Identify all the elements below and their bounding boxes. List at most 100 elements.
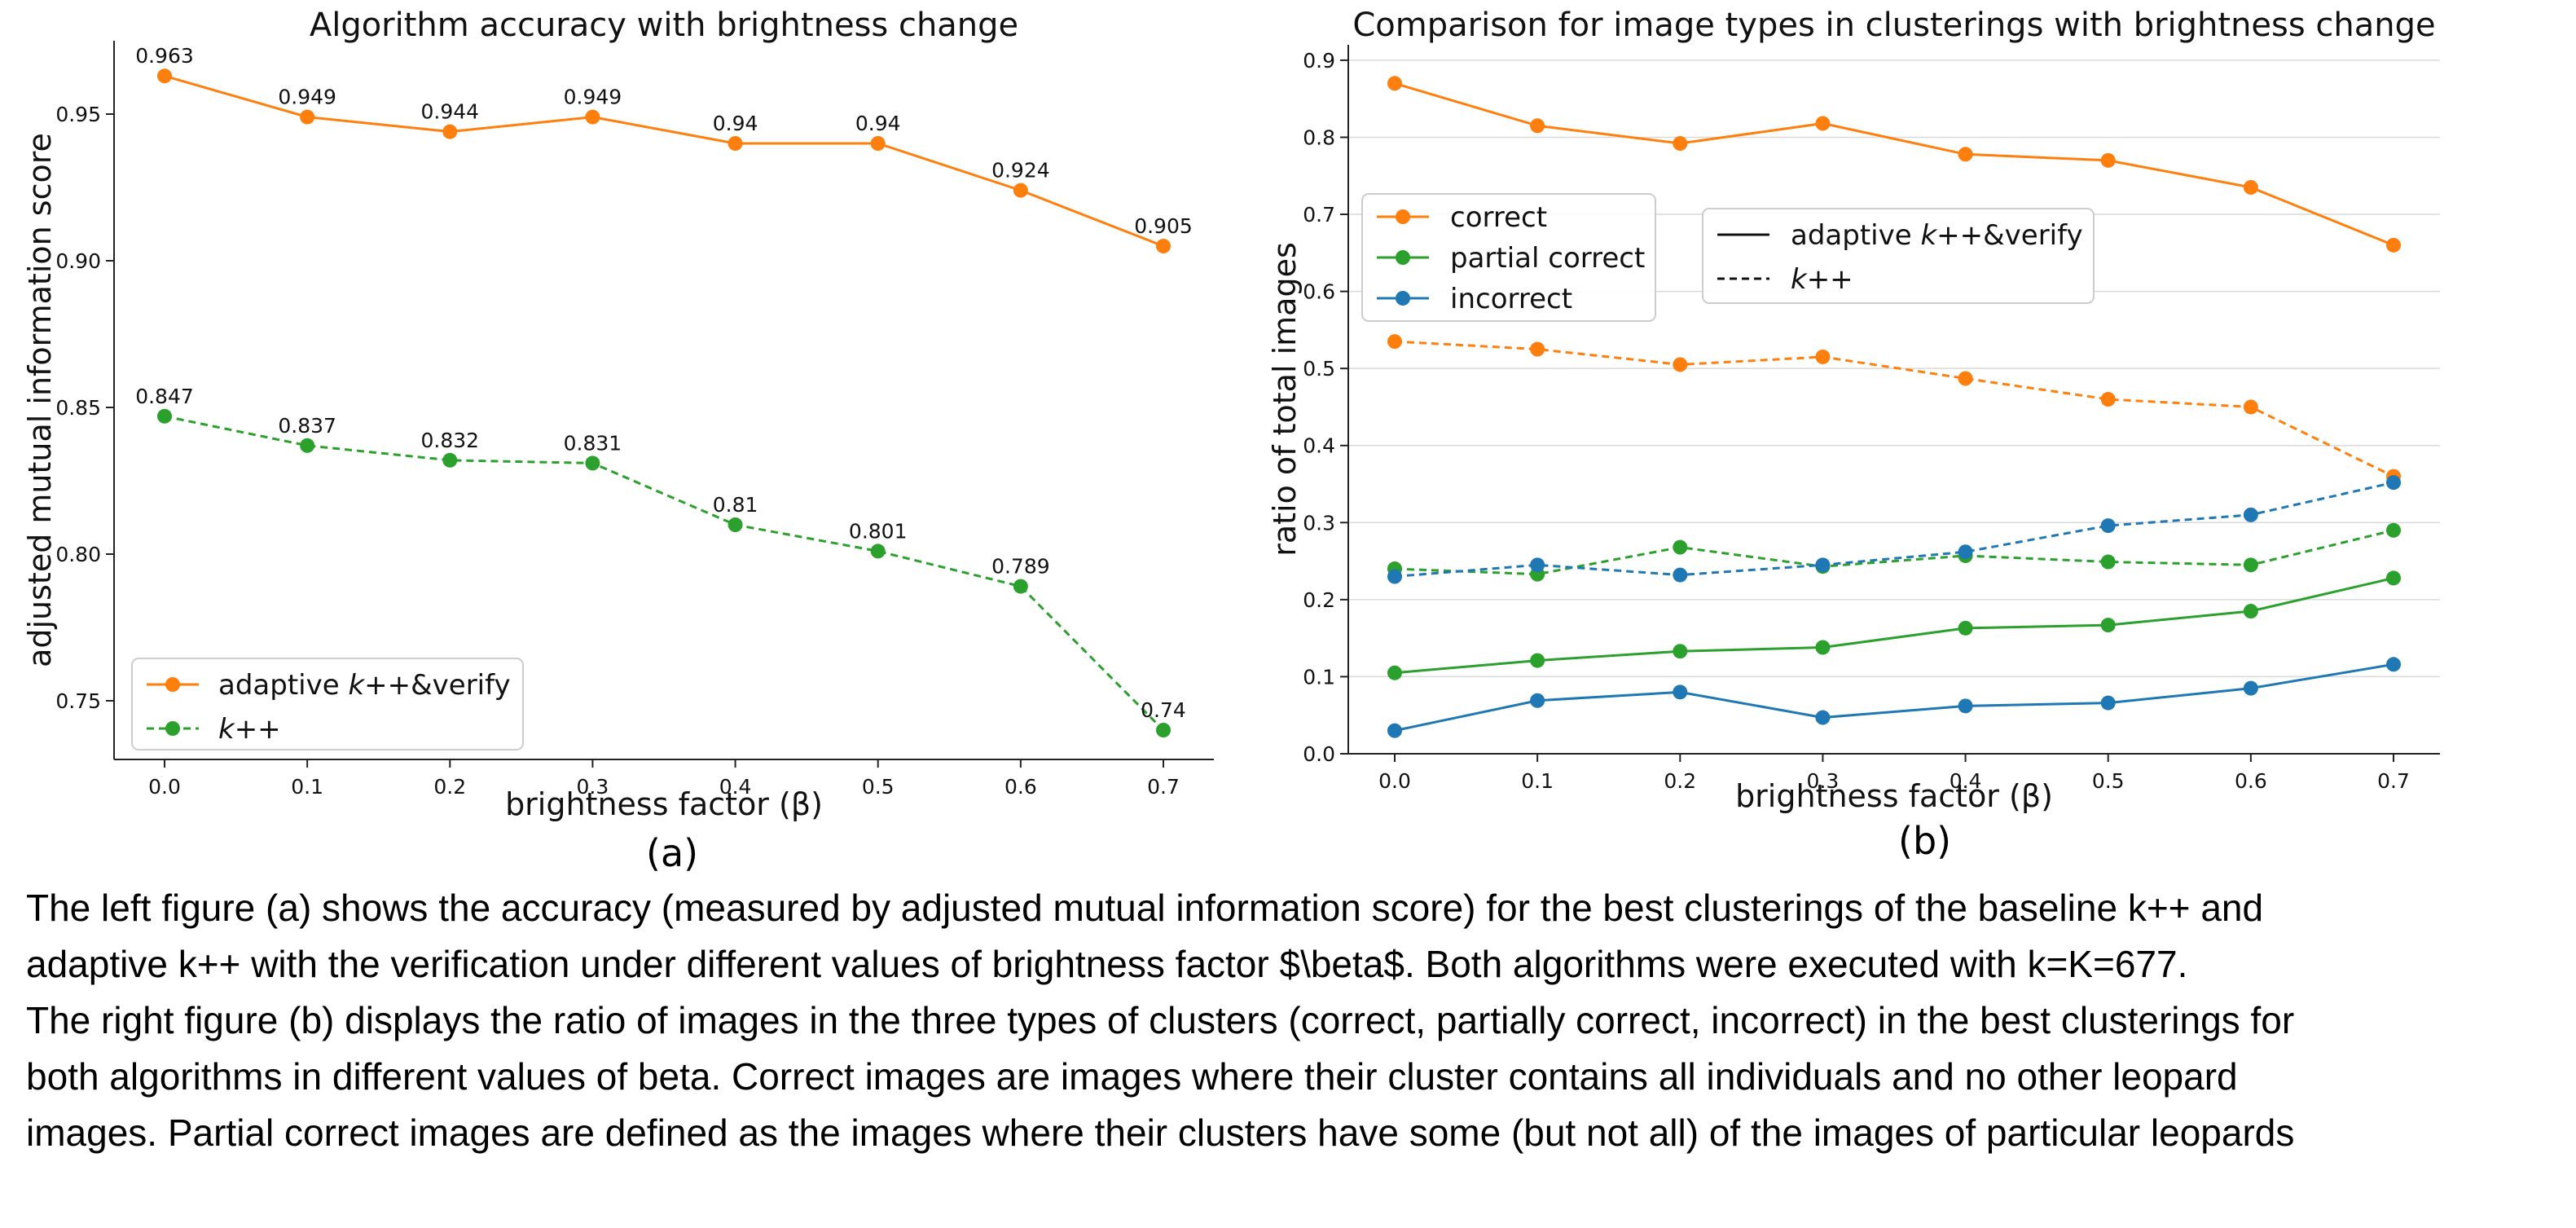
data-label: 0.949	[564, 86, 622, 109]
x-tick-label: 0.5	[862, 775, 895, 799]
legend-label: correct	[1450, 201, 1547, 234]
figure: 0.75 0.80 0.85 0.90 0.95 0.0 0.1 0.2 0.3 0.4 0.5 0.…	[22, 7, 2440, 875]
y-axis-label: adjusted mutual information score	[22, 133, 58, 667]
series-line	[1394, 662, 2394, 733]
data-point	[1530, 118, 1545, 134]
y-tick-label: 0.0	[1303, 742, 1335, 766]
data-point	[1815, 710, 1831, 725]
data-point	[1815, 349, 1831, 364]
data-point	[1530, 557, 1545, 573]
data-point	[1815, 116, 1831, 131]
data-point	[728, 136, 743, 151]
data-point	[2386, 657, 2401, 672]
y-tick-label: 0.2	[1303, 588, 1335, 612]
y-tick-label: 0.80	[55, 543, 101, 566]
x-tick-label: 0.7	[2377, 769, 2410, 793]
data-point	[585, 109, 600, 125]
data-point	[1673, 539, 1688, 555]
data-point	[2386, 522, 2401, 538]
legend-marker	[1396, 291, 1410, 306]
data-point	[2243, 604, 2258, 619]
left-subfigure-caption: (a)	[646, 831, 699, 875]
data-label: 0.74	[1141, 698, 1186, 722]
data-point	[1387, 723, 1402, 738]
legend-label: k++	[218, 713, 281, 746]
data-point	[1958, 147, 1973, 162]
y-axis-label: ratio of total images	[1267, 242, 1303, 557]
data-point	[1673, 567, 1688, 583]
data-point	[2386, 475, 2401, 491]
y-tick-label: 0.8	[1303, 125, 1335, 149]
x-tick-label: 0.4	[1950, 769, 1982, 793]
data-label: 0.831	[564, 431, 622, 455]
data-point	[1958, 698, 1973, 714]
legend-marker	[1396, 250, 1410, 265]
legend-marker	[165, 677, 180, 692]
y-tick-label: 0.90	[55, 249, 101, 273]
x-tick-label: 0.2	[433, 775, 466, 799]
data-point	[1673, 644, 1688, 659]
data-point	[728, 517, 743, 532]
data-point	[870, 544, 886, 559]
legend-marker	[165, 721, 180, 736]
data-point	[870, 136, 886, 151]
charts-canvas: 0.75 0.80 0.85 0.90 0.95 0.0 0.1 0.2 0.3 0.4 0.5 0.…	[22, 7, 2440, 822]
data-point	[1156, 239, 1171, 253]
x-tick-label: 0.6	[2235, 769, 2267, 793]
data-point	[2243, 680, 2258, 696]
series-line	[1394, 481, 2394, 578]
data-point	[1673, 684, 1688, 700]
x-tick-label: 0.6	[1004, 775, 1037, 799]
data-point	[2100, 152, 2116, 168]
data-point	[2100, 518, 2116, 534]
data-point	[1387, 76, 1402, 91]
data-label: 0.924	[991, 159, 1050, 183]
data-point	[442, 124, 458, 139]
y-tick-label: 0.9	[1303, 49, 1335, 73]
caption-line: both algorithms in different values of b…	[26, 1055, 2238, 1098]
y-tick-label: 0.95	[55, 103, 101, 126]
data-point	[2243, 557, 2258, 573]
data-point	[1156, 723, 1171, 737]
data-label: 0.949	[278, 86, 336, 109]
data-point	[1673, 357, 1688, 372]
data-label: 0.944	[420, 100, 479, 124]
data-label: 0.832	[420, 429, 479, 452]
data-label: 0.801	[849, 519, 908, 543]
x-axis-label: brightness factor (β)	[505, 786, 823, 822]
y-tick-label: 0.4	[1303, 434, 1335, 458]
data-point	[2100, 695, 2116, 711]
data-point	[2243, 507, 2258, 522]
series-line	[1394, 340, 2394, 478]
y-tick-label: 0.5	[1303, 357, 1335, 381]
series-line	[164, 74, 1164, 248]
caption-line: images. Partial correct images are defin…	[26, 1111, 2295, 1154]
right-subfigure-caption: (b)	[1898, 819, 1952, 863]
data-point	[2386, 570, 2401, 586]
y-tick-label: 0.75	[55, 689, 101, 713]
y-tick-label: 0.6	[1303, 280, 1335, 304]
data-label: 0.847	[135, 385, 194, 408]
x-tick-label: 0.4	[719, 775, 752, 799]
chart-title: Algorithm accuracy with brightness chang…	[310, 7, 1018, 44]
x-tick-label: 0.1	[291, 775, 323, 799]
data-point	[300, 109, 315, 125]
data-point	[1958, 544, 1973, 560]
caption-line: The right figure (b) displays the ratio …	[26, 999, 2295, 1041]
y-tick-label: 0.7	[1303, 203, 1335, 227]
data-label: 0.963	[135, 44, 194, 68]
series-line	[1394, 529, 2394, 576]
data-point	[1013, 579, 1028, 594]
x-tick-label: 0.5	[2092, 769, 2125, 793]
data-point	[2100, 618, 2116, 633]
y-tick-label: 0.3	[1303, 511, 1335, 535]
data-label: 0.94	[855, 112, 901, 135]
legend-label: adaptive k++&verify	[1791, 219, 2083, 252]
legend-marker	[1396, 209, 1410, 224]
y-tick-label: 0.1	[1303, 665, 1335, 689]
legend-label: adaptive k++&verify	[218, 669, 511, 702]
caption-line: The left figure (a) shows the accuracy (…	[26, 887, 2264, 929]
data-point	[1387, 334, 1402, 350]
data-point	[1530, 653, 1545, 668]
x-tick-label: 0.1	[1521, 769, 1554, 793]
